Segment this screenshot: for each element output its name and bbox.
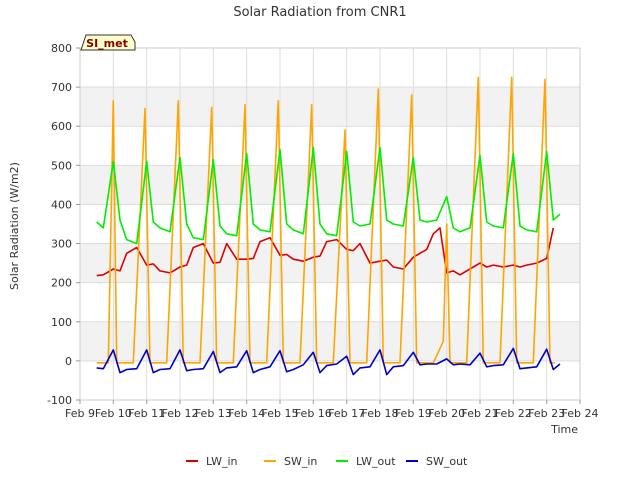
badge-label: SI_met <box>86 37 128 50</box>
x-tick-label: Feb 23 <box>528 407 565 420</box>
x-tick-label: Feb 17 <box>328 407 365 420</box>
y-tick-label: 500 <box>51 159 72 172</box>
legend-label: LW_out <box>356 455 396 468</box>
y-tick-label: 600 <box>51 120 72 133</box>
x-tick-label: Feb 15 <box>262 407 299 420</box>
y-axis-ticks: -100 0 100 200 300 400 500 600 700 800 <box>47 42 80 407</box>
plot-area <box>79 47 581 401</box>
y-tick-label: 400 <box>51 198 72 211</box>
x-tick-label: Feb 14 <box>228 407 265 420</box>
x-tick-label: Feb 20 <box>428 407 465 420</box>
y-tick-label: 200 <box>51 277 72 290</box>
x-tick-label: Feb 9 <box>65 407 95 420</box>
plot-band <box>80 165 580 205</box>
station-badge: SI_met <box>80 34 136 51</box>
y-axis-title: Solar Radiation (W/m2) <box>8 162 21 290</box>
plot-band <box>80 243 580 283</box>
x-tick-label: Feb 16 <box>295 407 332 420</box>
series-lines <box>96 76 561 376</box>
y-tick-label: 800 <box>51 42 72 55</box>
x-tick-label: Feb 19 <box>395 407 432 420</box>
x-tick-label: Feb 18 <box>362 407 399 420</box>
plot-band <box>80 321 580 361</box>
y-tick-label: -100 <box>47 394 72 407</box>
x-axis-title: Time <box>550 423 578 436</box>
x-tick-label: Feb 10 <box>95 407 132 420</box>
x-tick-label: Feb 13 <box>195 407 232 420</box>
x-tick-label: Feb 24 <box>562 407 599 420</box>
plot-band <box>80 87 580 127</box>
legend-label: SW_in <box>284 455 317 468</box>
x-tick-label: Feb 12 <box>162 407 199 420</box>
x-tick-label: Feb 22 <box>495 407 532 420</box>
legend-label: SW_out <box>426 455 468 468</box>
y-tick-label: 300 <box>51 238 72 251</box>
legend: LW_in SW_in LW_out SW_out <box>186 455 468 468</box>
plot-bands <box>80 87 580 361</box>
badge-shape <box>80 34 136 51</box>
legend-label: LW_in <box>206 455 238 468</box>
x-tick-label: Feb 21 <box>462 407 499 420</box>
series-line-sw-out <box>96 347 561 376</box>
series-line-lw-in <box>96 227 555 277</box>
series-line-sw-in <box>96 76 555 364</box>
y-tick-label: 100 <box>51 316 72 329</box>
y-tick-label: 700 <box>51 81 72 94</box>
x-tick-label: Feb 11 <box>128 407 165 420</box>
chart-title: Solar Radiation from CNR1 <box>233 5 406 20</box>
y-tick-label: 0 <box>65 355 72 368</box>
series-line-lw-out <box>96 146 561 245</box>
